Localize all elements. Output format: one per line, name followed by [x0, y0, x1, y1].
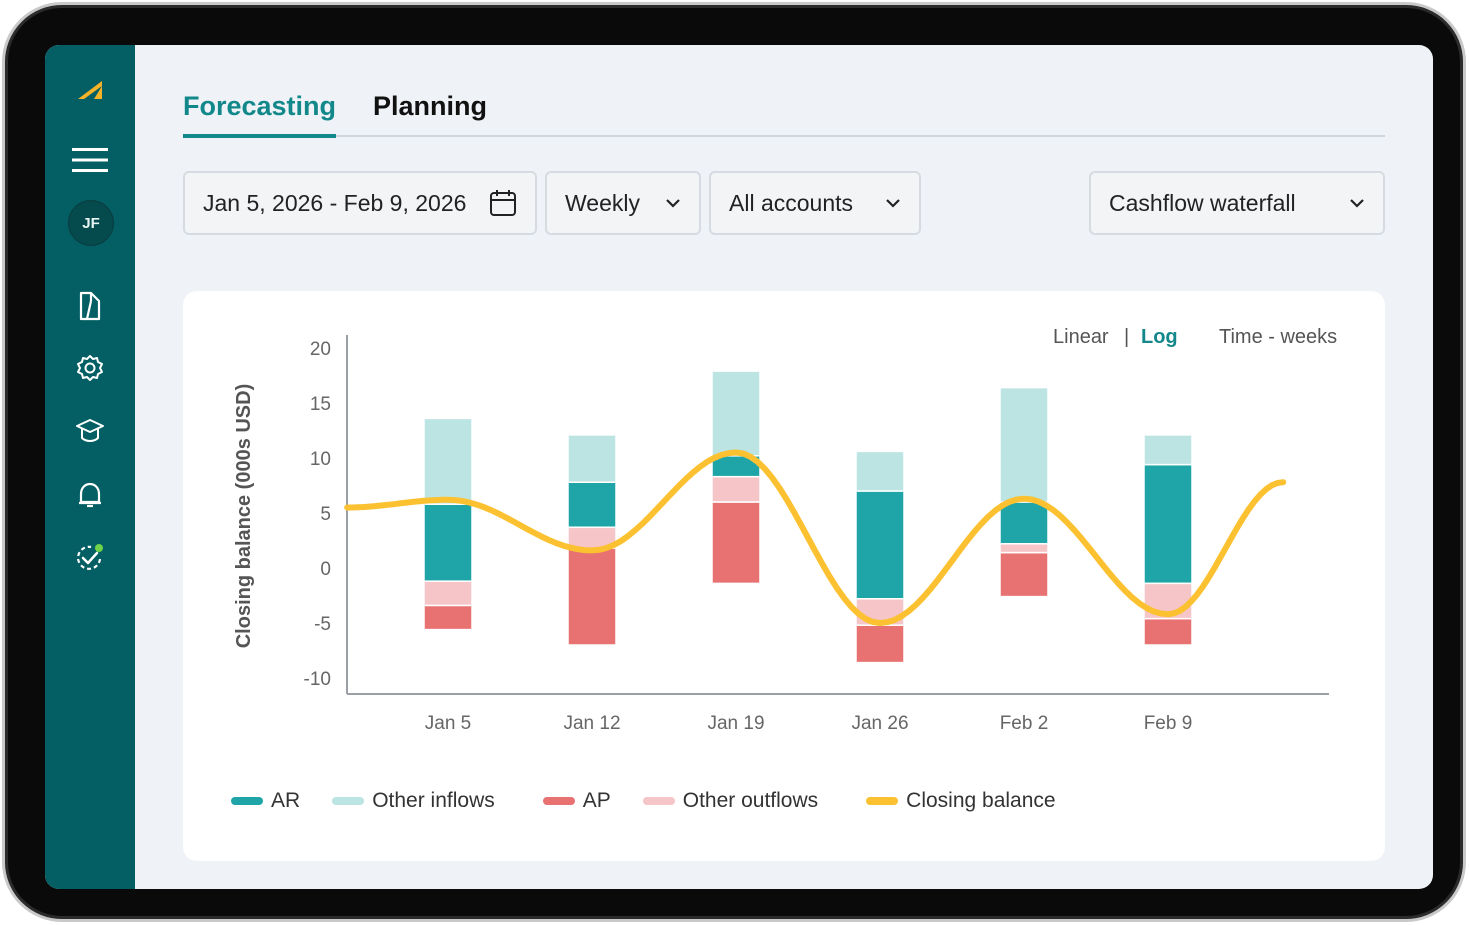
bar-other-inflows [999, 386, 1049, 503]
chevron-down-icon [1349, 198, 1365, 208]
legend-label: Other inflows [372, 789, 495, 812]
view-value: Cashflow waterfall [1109, 189, 1296, 216]
legend-ap[interactable]: AP [542, 789, 611, 813]
bar-other-inflows [423, 417, 473, 505]
scale-separator: | [1124, 326, 1129, 348]
y-axis-label: Closing balance (000s USD) [233, 384, 255, 649]
sidebar: JF [45, 45, 135, 889]
x-tick-label: Jan 5 [425, 713, 471, 734]
x-tick-label: Jan 26 [851, 713, 908, 734]
legend-label: Other outflows [682, 789, 819, 812]
tab-bar: Forecasting Planning [183, 85, 1385, 138]
legend-label: AP [582, 789, 611, 812]
legend-label: Closing balance [906, 789, 1056, 812]
closing-balance-line [344, 449, 1287, 626]
scale-linear[interactable]: Linear [1053, 326, 1109, 348]
x-tick-label: Jan 19 [707, 713, 764, 734]
legend-other-outflows[interactable]: Other outflows [642, 789, 819, 813]
accounts-value: All accounts [729, 189, 854, 216]
legend-swatch [542, 797, 575, 805]
bar-ar [423, 503, 473, 582]
bar-ap [1143, 617, 1193, 646]
legend-ar[interactable]: AR [231, 789, 300, 813]
scale-log[interactable]: Log [1141, 326, 1178, 348]
bar-other-outflows [423, 580, 473, 607]
tasks-icon[interactable] [70, 538, 110, 578]
bar-other-inflows [855, 450, 905, 492]
legend-other-inflows[interactable]: Other inflows [332, 789, 495, 813]
legend-closing-balance[interactable]: Closing balance [866, 789, 1056, 813]
bar-other-outflows [711, 475, 761, 503]
legend-swatch [231, 797, 263, 805]
tab-planning[interactable]: Planning [373, 91, 487, 121]
bar-ap [711, 501, 761, 585]
bar-other-inflows [1143, 434, 1193, 466]
frequency-value: Weekly [565, 189, 640, 216]
x-tick-label: Feb 2 [1000, 713, 1049, 734]
bar-ar [1143, 463, 1193, 585]
bar-ap [567, 547, 617, 646]
x-tick-label: Jan 12 [563, 713, 620, 734]
chart-card: Linear | Log Time - weeks Closing balanc… [183, 291, 1385, 861]
bar-ap [999, 551, 1049, 598]
chart-legend: AR Other inflows AP Other outflows Closi… [231, 789, 1088, 813]
bar-ar [999, 501, 1049, 545]
view-select[interactable]: Cashflow waterfall [1089, 171, 1385, 235]
bar-other-inflows [711, 370, 761, 457]
y-tick-label: 15 [310, 394, 331, 415]
date-range-value: Jan 5, 2026 - Feb 9, 2026 [203, 189, 467, 216]
accounts-select[interactable]: All accounts [709, 171, 921, 235]
bell-icon[interactable] [70, 475, 110, 515]
y-tick-label: 10 [310, 449, 331, 470]
legend-swatch [332, 797, 365, 805]
tab-forecasting[interactable]: Forecasting [183, 91, 337, 138]
frequency-select[interactable]: Weekly [545, 171, 701, 235]
date-range-picker[interactable]: Jan 5, 2026 - Feb 9, 2026 [183, 171, 537, 235]
avatar-initials: JF [82, 214, 100, 232]
x-tick-label: Feb 9 [1144, 713, 1193, 734]
bar-ap [423, 604, 473, 631]
y-tick-label: 5 [320, 504, 331, 525]
y-tick-label: 20 [310, 339, 331, 360]
avatar[interactable]: JF [68, 200, 114, 246]
app-screen: JF Forecasting Planning Jan 5, 2026 - Fe… [45, 45, 1433, 889]
legend-swatch [866, 797, 899, 805]
bar-ap [855, 624, 905, 664]
cashflow-chart: Linear | Log Time - weeks Closing balanc… [233, 326, 1337, 734]
chevron-down-icon [885, 198, 901, 208]
bar-other-outflows [999, 543, 1049, 554]
y-tick-label: -5 [314, 614, 331, 635]
bar-ar [855, 490, 905, 600]
calendar-icon [489, 188, 517, 218]
document-icon[interactable] [70, 286, 110, 326]
menu-icon[interactable] [70, 140, 110, 180]
y-tick-label: 0 [320, 559, 331, 580]
graduation-icon[interactable] [70, 411, 110, 451]
legend-label: AR [271, 789, 301, 812]
bar-ar [567, 481, 617, 529]
bar-other-inflows [567, 434, 617, 483]
legend-swatch [642, 797, 675, 805]
chevron-down-icon [665, 198, 681, 208]
y-tick-label: -10 [304, 669, 331, 690]
logo-icon[interactable] [70, 69, 110, 109]
time-axis-label: Time - weeks [1219, 326, 1337, 348]
settings-icon[interactable] [70, 348, 110, 388]
